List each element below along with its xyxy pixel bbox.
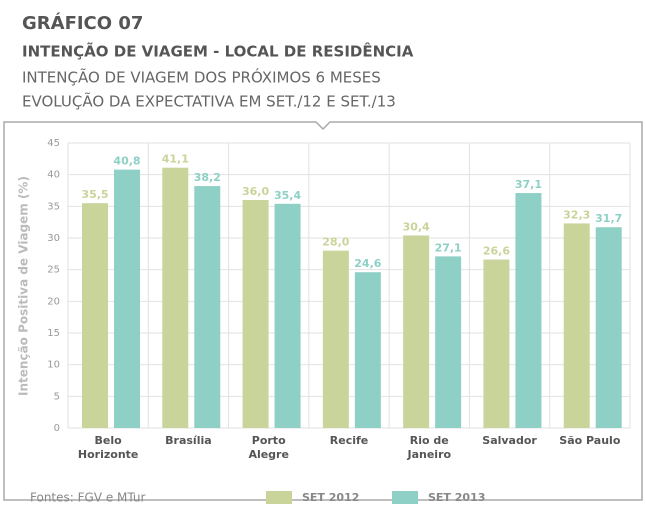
- data-label: 36,0: [242, 185, 269, 198]
- bar: [354, 272, 381, 428]
- bar: [242, 200, 269, 428]
- data-label: 41,1: [162, 153, 189, 166]
- legend-label: SET 2013: [428, 491, 485, 504]
- x-tick-label: Salvador: [482, 434, 537, 447]
- y-tick-label: 40: [47, 170, 60, 181]
- data-label: 24,6: [354, 257, 381, 270]
- y-tick-label: 25: [47, 265, 60, 276]
- y-tick-label: 15: [47, 328, 60, 339]
- y-tick-label: 20: [47, 296, 60, 307]
- legend-swatch: [266, 491, 292, 504]
- chart-subtitle: INTENÇÃO DE VIAGEM - LOCAL DE RESIDÊNCIA: [22, 42, 414, 61]
- bar: [595, 227, 622, 428]
- legend-swatch: [392, 491, 418, 504]
- bar: [515, 193, 542, 428]
- frame: [3, 121, 643, 501]
- data-label: 26,6: [483, 245, 510, 258]
- data-label: 28,0: [322, 236, 349, 249]
- description: EVOLUÇÃO DA EXPECTATIVA EM SET./12 E SET…: [22, 92, 396, 111]
- bar: [274, 203, 301, 428]
- legend-label: SET 2012: [302, 491, 359, 504]
- bar: [194, 186, 221, 428]
- y-tick-label: 45: [47, 138, 60, 149]
- x-tick-label: Rio de Janeiro: [407, 434, 452, 461]
- y-tick-label: 30: [47, 233, 60, 244]
- data-label: 27,1: [435, 241, 462, 254]
- bar: [114, 169, 140, 428]
- bar: [483, 259, 510, 428]
- bar: [322, 250, 349, 428]
- x-tick-label: São Paulo: [559, 434, 621, 447]
- x-tick-label: Belo Horizonte: [77, 434, 139, 461]
- bar: [82, 203, 108, 428]
- data-label: 31,7: [595, 212, 622, 225]
- data-label: 38,2: [194, 171, 221, 184]
- data-label: 32,3: [563, 208, 590, 221]
- data-label: 40,8: [113, 155, 140, 168]
- description: INTENÇÃO DE VIAGEM DOS PRÓXIMOS 6 MESES: [22, 68, 381, 87]
- y-tick-label: 35: [47, 201, 60, 212]
- data-label: 37,1: [515, 178, 542, 191]
- bar: [563, 223, 590, 428]
- source: Fontes: FGV e MTur: [30, 491, 146, 505]
- y-tick-label: 5: [54, 391, 60, 402]
- y-axis-label: Intenção Positiva de Viagem (%): [17, 176, 31, 396]
- bar: [403, 235, 430, 428]
- data-label: 30,4: [403, 220, 430, 233]
- y-tick-label: 10: [47, 360, 60, 371]
- x-tick-label: Brasília: [165, 434, 212, 447]
- data-label: 35,5: [81, 188, 108, 201]
- x-tick-label: Porto Alegre: [248, 434, 289, 461]
- chart-title: GRÁFICO 07: [22, 12, 143, 34]
- bar: [162, 167, 189, 428]
- y-tick-label: 0: [54, 423, 60, 434]
- bar: [435, 256, 462, 428]
- x-tick-label: Recife: [329, 434, 369, 447]
- data-label: 35,4: [274, 189, 301, 202]
